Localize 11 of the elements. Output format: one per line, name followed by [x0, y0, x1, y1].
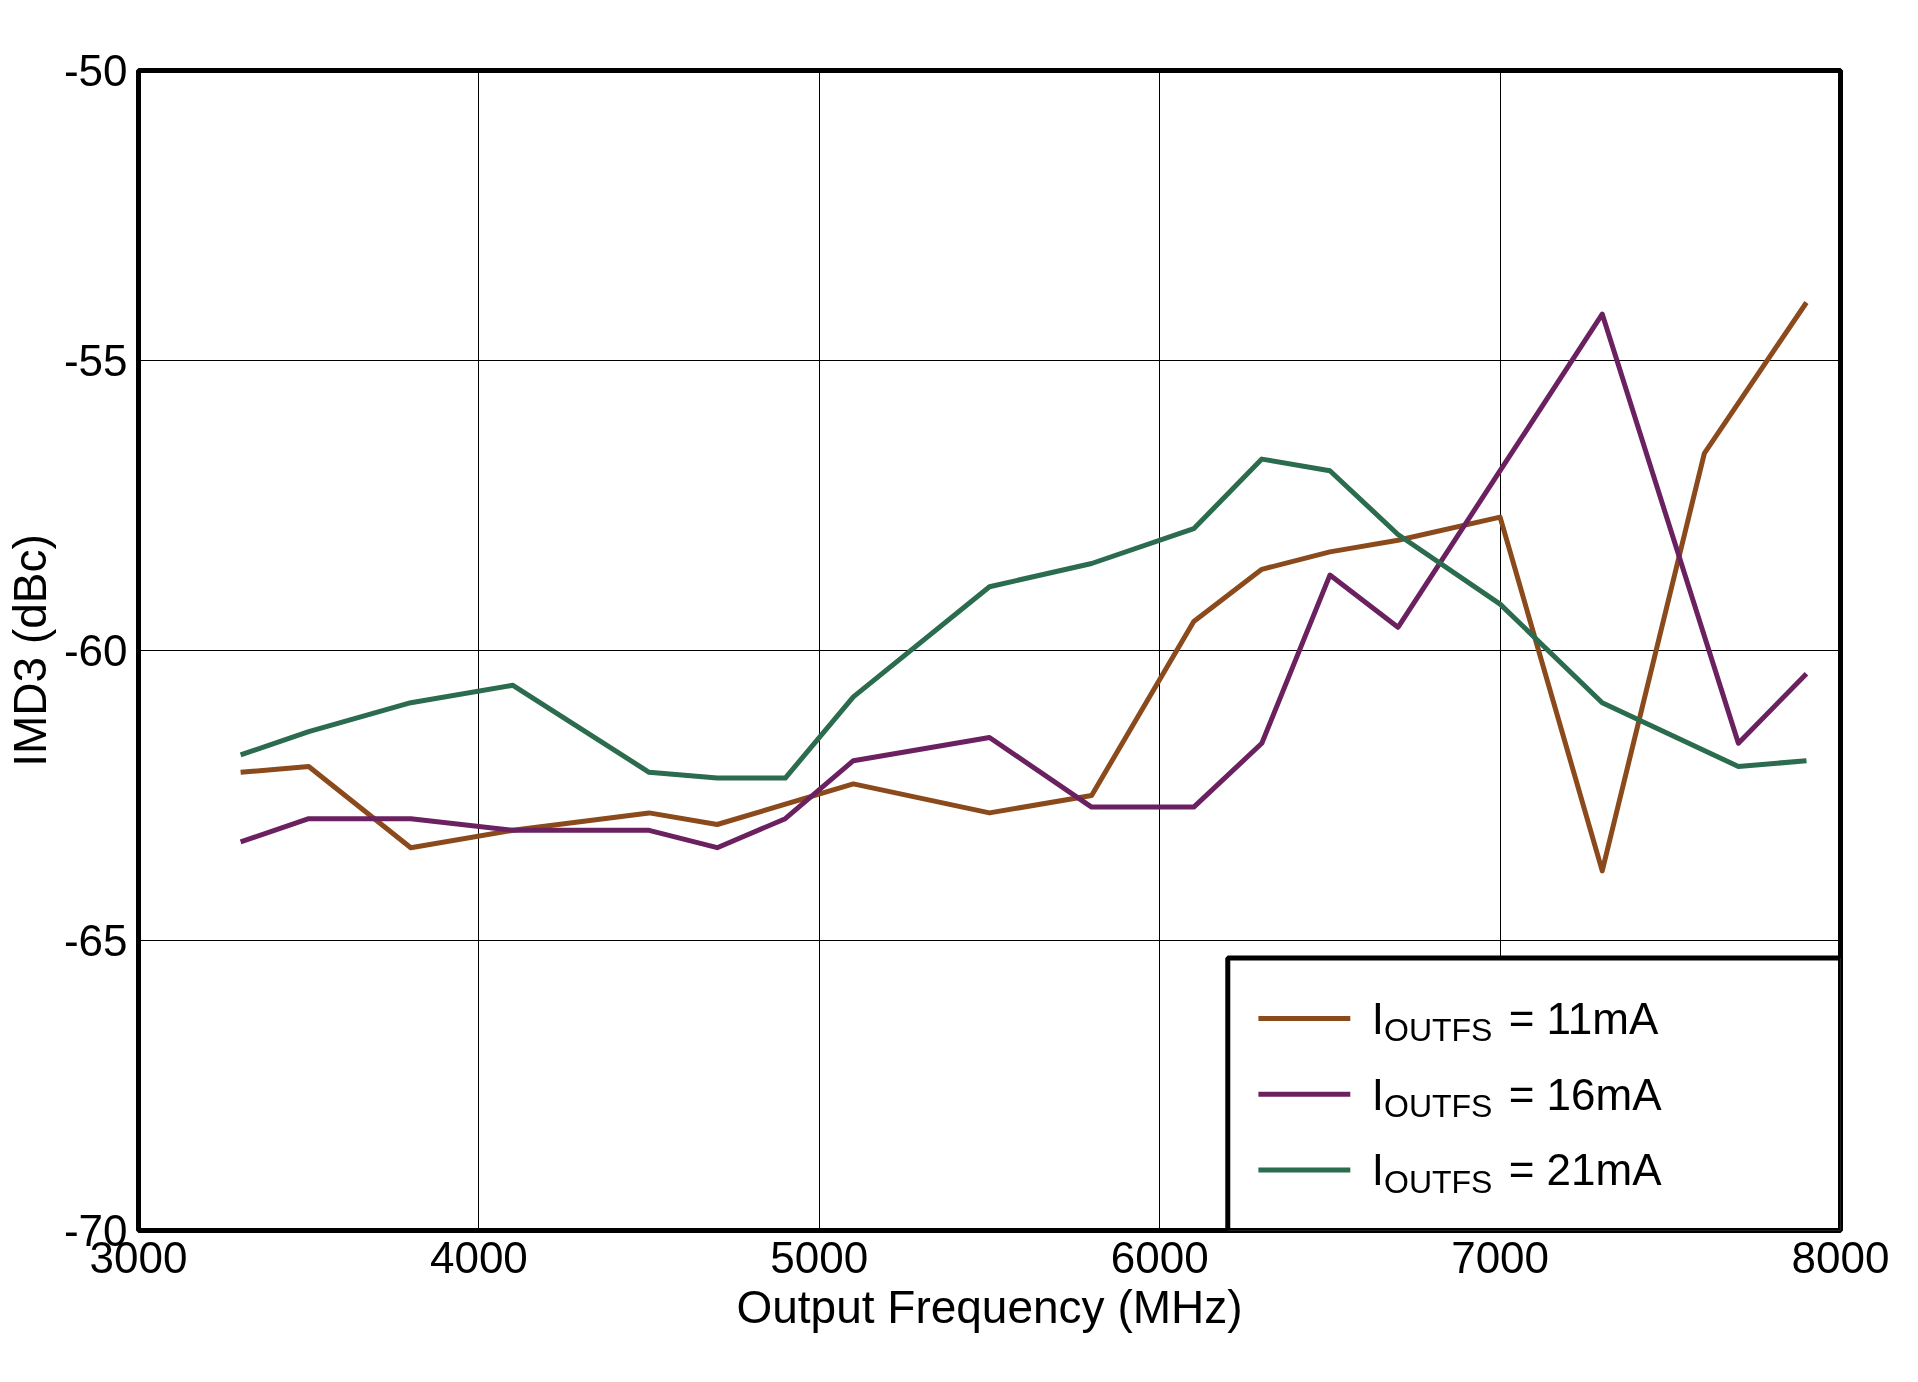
- x-tick-label: 4000: [429, 1232, 528, 1282]
- y-tick-label: -60: [63, 626, 128, 675]
- y-tick-label: -65: [63, 916, 128, 965]
- x-tick-label: 8000: [1791, 1232, 1890, 1282]
- x-axis-title: Output Frequency (MHz): [736, 1280, 1243, 1333]
- x-tick-label: 6000: [1110, 1232, 1209, 1282]
- y-tick-label: -50: [63, 46, 128, 95]
- x-tick-label: 7000: [1451, 1232, 1550, 1282]
- y-axis-title: IMD3 (dBc): [3, 534, 56, 767]
- x-tick-label: 5000: [770, 1232, 869, 1282]
- y-tick-label: -55: [63, 336, 128, 385]
